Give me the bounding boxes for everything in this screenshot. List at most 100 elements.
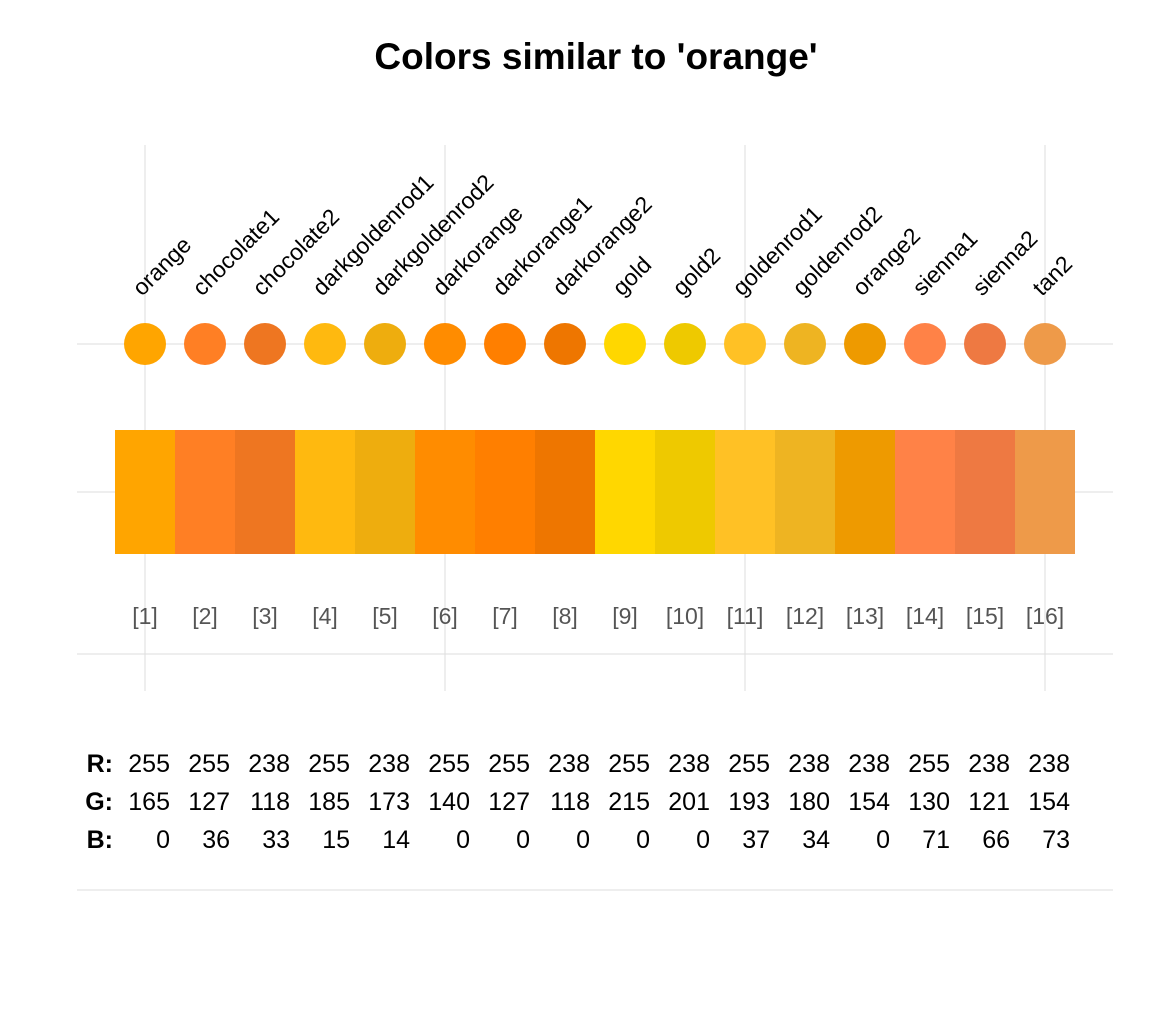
rgb-value-r: 238 [368,750,410,778]
rgb-value-r: 238 [548,750,590,778]
color-dot [364,323,406,365]
color-name-label: gold2 [667,242,725,300]
rgb-value-g: 201 [668,788,710,816]
rgb-value-b: 73 [1042,826,1070,854]
color-index-label: [15] [966,603,1004,629]
color-index-label: [6] [432,603,458,629]
color-band-segment [595,430,655,554]
color-name-label: gold [607,251,656,300]
rgb-value-r: 255 [728,750,770,778]
color-index-label: [8] [552,603,578,629]
color-dot [844,323,886,365]
rgb-value-r: 255 [128,750,170,778]
rgb-row-label: B: [87,826,113,854]
color-index-label: [2] [192,603,218,629]
rgb-value-r: 255 [428,750,470,778]
rgb-value-g: 180 [788,788,830,816]
rgb-value-g: 140 [428,788,470,816]
color-index-label: [16] [1026,603,1064,629]
rgb-value-r: 238 [668,750,710,778]
rgb-value-g: 165 [128,788,170,816]
color-dot [1024,323,1066,365]
rgb-value-b: 0 [156,826,170,854]
color-dot [424,323,466,365]
color-dot [664,323,706,365]
color-dot [184,323,226,365]
color-dot [784,323,826,365]
color-index-label: [3] [252,603,278,629]
rgb-value-r: 238 [248,750,290,778]
rgb-value-r: 238 [1028,750,1070,778]
rgb-value-b: 14 [382,826,410,854]
color-name-label: sienna2 [967,225,1042,300]
color-band-segment [835,430,895,554]
chart-title: Colors similar to 'orange' [374,36,818,77]
color-band-segment [715,430,775,554]
rgb-row-label: R: [87,750,113,778]
color-index-label: [5] [372,603,398,629]
rgb-value-g: 127 [188,788,230,816]
rgb-value-b: 0 [456,826,470,854]
rgb-value-r: 238 [788,750,830,778]
rgb-value-b: 0 [696,826,710,854]
rgb-value-g: 118 [550,788,590,816]
color-band-segment [775,430,835,554]
color-dot [124,323,166,365]
rgb-value-b: 0 [576,826,590,854]
rgb-value-r: 255 [488,750,530,778]
rgb-value-r: 255 [908,750,950,778]
color-index-label: [14] [906,603,944,629]
rgb-value-r: 255 [188,750,230,778]
color-index-label: [4] [312,603,338,629]
rgb-value-r: 255 [608,750,650,778]
rgb-value-g: 127 [488,788,530,816]
color-index-label: [7] [492,603,518,629]
color-band-segment [475,430,535,554]
rgb-value-b: 34 [802,826,830,854]
color-dot [244,323,286,365]
color-dot [604,323,646,365]
color-band-segment [235,430,295,554]
color-index-label: [10] [666,603,704,629]
rgb-value-b: 37 [742,826,770,854]
color-dot [304,323,346,365]
rgb-row-label: G: [85,788,113,816]
color-index-label: [9] [612,603,638,629]
rgb-value-g: 185 [308,788,350,816]
rgb-value-b: 15 [322,826,350,854]
rgb-value-b: 36 [202,826,230,854]
rgb-value-g: 118 [250,788,290,816]
color-index-label: [1] [132,603,158,629]
rgb-value-r: 255 [308,750,350,778]
rgb-value-b: 71 [922,826,950,854]
color-index-label: [13] [846,603,884,629]
color-band-segment [295,430,355,554]
color-band-segment [115,430,175,554]
color-index-label: [11] [727,603,764,629]
color-band-segment [1015,430,1075,554]
rgb-value-g: 173 [368,788,410,816]
color-band-segment [355,430,415,554]
color-dot [544,323,586,365]
rgb-value-r: 238 [968,750,1010,778]
rgb-value-g: 215 [608,788,650,816]
rgb-value-g: 193 [728,788,770,816]
color-name-label: tan2 [1027,250,1077,300]
rgb-value-b: 0 [636,826,650,854]
color-band-segment [175,430,235,554]
color-name-label: orange [127,232,196,301]
color-band-segment [415,430,475,554]
color-dot [964,323,1006,365]
rgb-value-b: 33 [262,826,290,854]
color-band-segment [955,430,1015,554]
color-band-segment [655,430,715,554]
rgb-value-b: 66 [982,826,1010,854]
rgb-value-g: 154 [848,788,890,816]
color-dot [724,323,766,365]
rgb-value-b: 0 [516,826,530,854]
rgb-value-b: 0 [876,826,890,854]
color-index-label: [12] [786,603,824,629]
rgb-value-g: 121 [968,788,1010,816]
